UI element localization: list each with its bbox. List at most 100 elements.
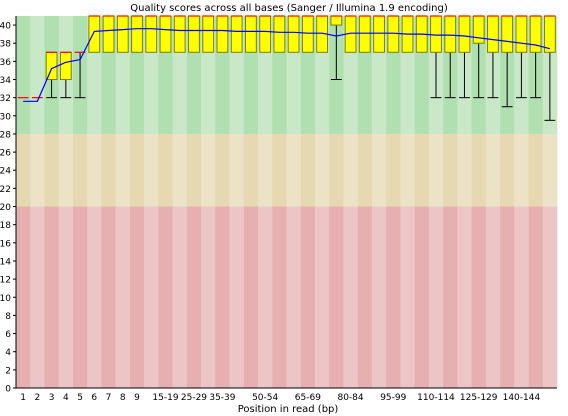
band-poor-cell xyxy=(514,206,529,388)
band-poor-cell xyxy=(300,206,316,388)
box-iqr xyxy=(173,15,186,53)
band-reasonable-cell xyxy=(258,133,273,207)
band-poor-cell xyxy=(30,206,45,388)
band-reasonable-cell xyxy=(428,133,444,207)
band-poor-cell xyxy=(457,206,472,388)
band-poor-cell xyxy=(201,206,216,388)
band-reasonable-cell xyxy=(357,133,373,207)
box-iqr xyxy=(216,15,229,53)
y-tick-label: 10 xyxy=(0,294,11,304)
x-tick-label: 7 xyxy=(106,393,112,403)
x-tick-label: 8 xyxy=(120,393,126,403)
band-reasonable-cell xyxy=(129,133,145,207)
band-reasonable-cell xyxy=(400,133,415,207)
box-iqr xyxy=(487,15,499,53)
x-tick-label: 6 xyxy=(91,393,97,403)
band-poor-cell xyxy=(528,206,544,388)
box-iqr xyxy=(543,15,556,53)
box-iqr xyxy=(116,15,129,53)
y-tick-label: 30 xyxy=(0,112,11,122)
band-poor-cell xyxy=(87,206,102,388)
x-tick-label: 4 xyxy=(63,393,69,403)
band-poor-cell xyxy=(357,206,373,388)
x-tick-label: 15-19 xyxy=(152,393,178,403)
mean-series-line xyxy=(23,28,551,102)
x-tick-label: 110-114 xyxy=(417,393,455,403)
y-tick-label: 34 xyxy=(0,76,11,86)
band-good-cell xyxy=(16,16,31,134)
band-reasonable-cell xyxy=(72,133,88,207)
y-tick-label: 4 xyxy=(5,348,11,358)
x-tick-label: 140-144 xyxy=(503,393,541,403)
band-reasonable-cell xyxy=(329,133,344,207)
band-poor-cell xyxy=(443,206,458,388)
band-poor-cell xyxy=(58,206,74,388)
band-poor-cell xyxy=(186,206,202,388)
y-tick-label: 38 xyxy=(0,40,11,50)
band-reasonable-cell xyxy=(371,133,387,207)
box-iqr xyxy=(330,15,343,26)
mean-line xyxy=(23,28,551,102)
y-tick-label: 6 xyxy=(5,330,11,340)
band-reasonable-cell xyxy=(443,133,458,207)
band-reasonable-cell xyxy=(500,133,515,207)
band-reasonable-cell xyxy=(172,133,188,207)
band-poor-cell xyxy=(471,206,487,388)
band-reasonable-cell xyxy=(514,133,529,207)
y-tick-label: 28 xyxy=(0,130,11,140)
box-iqr xyxy=(529,15,542,53)
box-iqr xyxy=(472,15,485,44)
band-poor-cell xyxy=(314,206,330,388)
band-reasonable-cell xyxy=(229,133,245,207)
band-reasonable-cell xyxy=(471,133,487,207)
band-reasonable-cell xyxy=(300,133,316,207)
band-reasonable-cell xyxy=(343,133,358,207)
x-tick-label: 65-69 xyxy=(295,393,321,403)
band-reasonable-cell xyxy=(386,133,401,207)
box-iqr xyxy=(59,51,72,81)
y-tick-label: 26 xyxy=(0,149,11,159)
band-reasonable-cell xyxy=(87,133,102,207)
band-poor-cell xyxy=(72,206,88,388)
box-iqr xyxy=(444,15,457,53)
band-reasonable-cell xyxy=(215,133,230,207)
band-poor-cell xyxy=(343,206,358,388)
band-good-cell xyxy=(30,16,45,134)
band-reasonable-cell xyxy=(457,133,472,207)
band-reasonable-cell xyxy=(115,133,131,207)
band-poor-cell xyxy=(44,206,60,388)
box-plots xyxy=(17,15,556,121)
band-poor-cell xyxy=(485,206,501,388)
x-tick-label: 95-99 xyxy=(380,393,406,403)
x-tick-label: 125-129 xyxy=(460,393,498,403)
y-tick-label: 20 xyxy=(0,203,11,213)
band-reasonable-cell xyxy=(44,133,60,207)
box-iqr xyxy=(88,15,101,53)
chart-title: Quality scores across all bases (Sanger … xyxy=(130,3,448,14)
x-axis: 1 2 3 4 5 6 7 8 9 15-19 25-29 35-39 50-54 65-69 80-84 9… xyxy=(16,387,557,403)
band-poor-cell xyxy=(243,206,259,388)
box-iqr xyxy=(458,15,471,53)
band-poor-cell xyxy=(215,206,230,388)
x-tick-label: 1 xyxy=(20,393,26,403)
band-reasonable-cell xyxy=(101,133,116,207)
band-reasonable-cell xyxy=(528,133,544,207)
band-poor-cell xyxy=(158,206,173,388)
x-tick-label: 9 xyxy=(134,393,140,403)
box-iqr xyxy=(430,15,442,53)
x-tick-label: 80-84 xyxy=(337,393,363,403)
band-poor-cell xyxy=(16,206,31,388)
y-tick-label: 36 xyxy=(0,58,11,68)
y-tick-label: 24 xyxy=(0,167,11,177)
y-tick-label: 22 xyxy=(0,185,11,195)
box-iqr xyxy=(373,15,385,53)
box-iqr xyxy=(358,15,371,53)
box-iqr xyxy=(145,15,158,53)
band-poor-cell xyxy=(400,206,415,388)
box-iqr xyxy=(131,15,143,53)
box-iqr xyxy=(273,15,286,53)
y-tick-label: 0 xyxy=(5,385,11,395)
box-iqr xyxy=(102,15,115,53)
band-poor-cell xyxy=(272,206,287,388)
